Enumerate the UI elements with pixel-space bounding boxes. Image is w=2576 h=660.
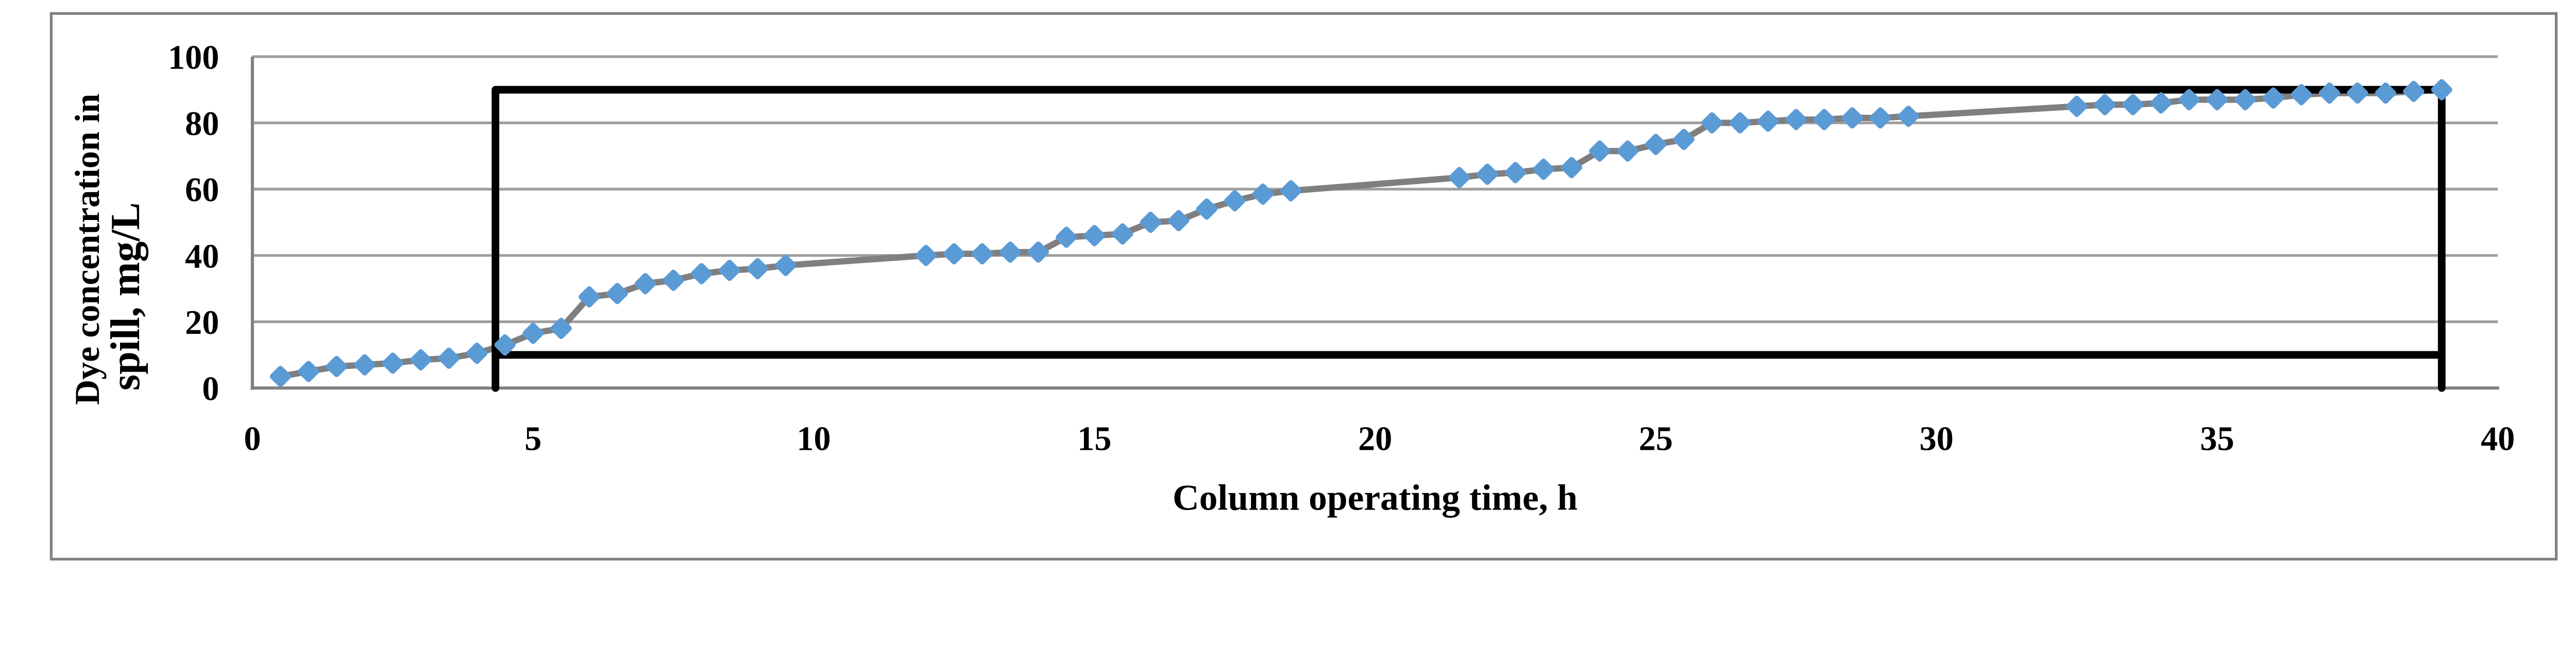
y-axis-title-line1: Dye concentration in [67, 94, 107, 405]
data-point-marker [606, 283, 628, 304]
series-line [277, 87, 2445, 380]
y-tick-label: 0 [202, 370, 219, 408]
x-tick-label: 35 [2200, 420, 2234, 458]
y-gridlines [252, 55, 2498, 324]
breakthrough-curve-chart: 0 20 40 60 80 100 0 5 10 15 20 25 30 35 40 Dye concen… [49, 12, 2558, 561]
data-point-marker [1589, 140, 1611, 162]
y-axis-title-line2: spill, mg/L [103, 202, 148, 391]
figure-border [49, 12, 2558, 561]
data-point-marker [1561, 157, 1583, 178]
data-point-marker [775, 255, 796, 276]
data-point-marker [663, 269, 684, 291]
data-point-marker [1168, 210, 1190, 231]
data-point-marker [1140, 211, 1161, 233]
data-point-marker [2347, 82, 2368, 104]
data-point-marker [2066, 95, 2088, 117]
annotation-lines [492, 86, 2446, 392]
data-point-marker [1083, 225, 1105, 246]
y-tick-labels: 0 20 40 60 80 100 [168, 39, 219, 408]
data-point-marker [1504, 162, 1527, 183]
data-point-marker [2403, 80, 2425, 103]
data-point-marker [1870, 107, 1891, 129]
x-tick-label: 0 [244, 420, 261, 458]
x-tick-label: 30 [1920, 420, 1954, 458]
x-tick-label: 15 [1077, 420, 1111, 458]
data-point-marker [747, 258, 769, 280]
x-tick-label: 40 [2481, 420, 2515, 458]
y-tick-label: 20 [185, 304, 219, 342]
data-point-marker [1814, 109, 1835, 130]
data-point-marker [999, 241, 1021, 263]
data-point-marker [1785, 109, 1807, 130]
data-point-marker [1533, 158, 1554, 180]
data-series [277, 87, 2445, 380]
breakthrough-chart-figure: 0 20 40 60 80 100 0 5 10 15 20 25 30 35 40 Dye concen… [49, 12, 2558, 561]
data-point-marker [298, 361, 319, 382]
x-tick-label: 5 [524, 420, 541, 458]
annotation-bracket [492, 86, 2446, 392]
data-point-marker [494, 334, 516, 356]
data-point-marker [915, 245, 937, 266]
data-point-marker [2150, 92, 2172, 114]
x-axis-title: Column operating time, h [1173, 477, 1578, 518]
data-point-marker [269, 365, 292, 387]
y-tick-label: 60 [185, 172, 219, 209]
data-point-marker [1252, 183, 1274, 205]
data-point-marker [1027, 241, 1049, 263]
data-point-marker [354, 354, 376, 376]
data-point-marker [1757, 110, 1779, 132]
data-point-marker [1224, 190, 1246, 212]
data-point-marker [1701, 112, 1723, 134]
data-point-marker [1196, 198, 1217, 220]
data-point-marker [382, 352, 403, 374]
x-tick-label: 10 [796, 420, 831, 458]
data-point-marker [1477, 163, 1498, 185]
data-point-marker [2431, 79, 2452, 100]
y-tick-label: 100 [168, 39, 219, 76]
data-point-marker [1112, 223, 1133, 245]
data-point-marker [1448, 166, 1470, 189]
data-point-marker [2262, 87, 2284, 109]
data-point-marker [2178, 89, 2200, 111]
data-point-marker [2206, 89, 2228, 111]
data-point-marker [2234, 89, 2256, 111]
data-point-marker [1280, 180, 1302, 202]
data-point-marker [2318, 82, 2341, 104]
data-point-marker [1617, 140, 1639, 162]
x-tick-labels: 0 5 10 15 20 25 30 35 40 [244, 420, 2515, 458]
data-point-marker [410, 349, 432, 371]
data-point-marker [2291, 84, 2312, 106]
data-point-marker [719, 260, 740, 281]
data-point-marker [326, 356, 347, 377]
data-point-marker [466, 342, 488, 364]
data-point-marker [634, 273, 656, 295]
data-point-marker [943, 243, 965, 265]
data-point-markers [269, 79, 2452, 387]
data-point-marker [971, 243, 993, 265]
data-point-marker [2375, 82, 2397, 104]
data-point-marker [1056, 226, 1077, 248]
data-point-marker [522, 323, 544, 344]
data-point-marker [2122, 94, 2144, 115]
data-point-marker [1897, 105, 1919, 127]
x-tick-label: 25 [1639, 420, 1673, 458]
data-point-marker [579, 286, 600, 308]
data-point-marker [1673, 129, 1695, 150]
data-point-marker [1729, 112, 1751, 134]
axes [250, 56, 2499, 390]
data-point-marker [438, 347, 460, 369]
y-tick-label: 40 [185, 238, 219, 275]
y-tick-label: 80 [185, 105, 219, 143]
data-point-marker [1645, 133, 1667, 155]
data-point-marker [550, 317, 572, 339]
data-point-marker [2094, 94, 2116, 115]
x-tick-label: 20 [1358, 420, 1392, 458]
data-point-marker [690, 263, 713, 284]
data-point-marker [1841, 107, 1863, 129]
